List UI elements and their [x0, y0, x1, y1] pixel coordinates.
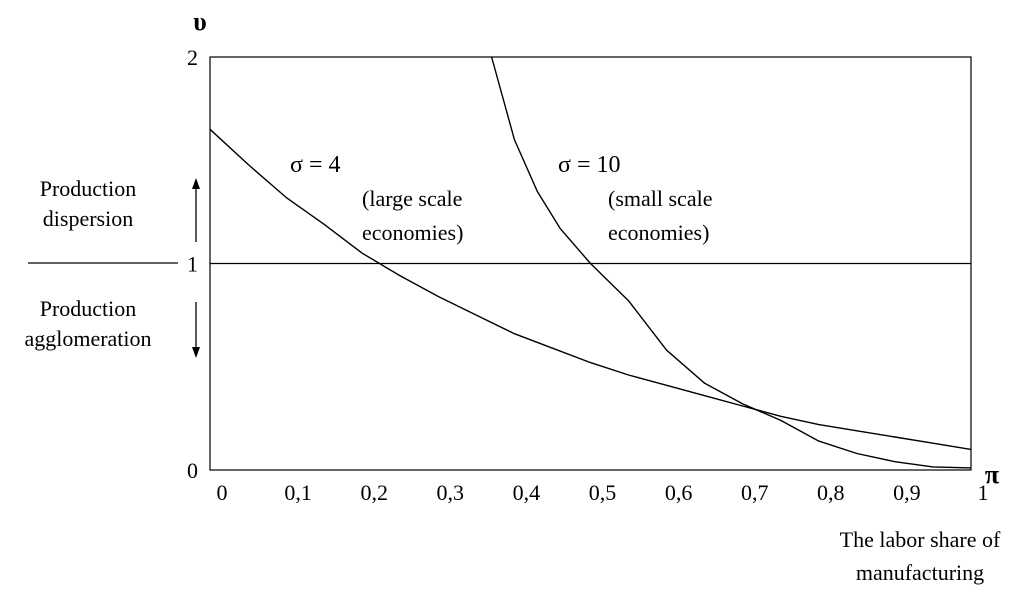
series-note-sigma4-line1: (large scale — [362, 186, 462, 211]
x-tick-label: 0,7 — [741, 480, 769, 505]
x-tick-label: 1 — [978, 480, 989, 505]
x-tick-label: 0,1 — [284, 480, 312, 505]
y-tick-label: 1 — [187, 252, 198, 277]
x-tick-label: 0,8 — [817, 480, 845, 505]
y-tick-labels: 0 1 2 — [187, 45, 198, 483]
series-lines — [209, 56, 972, 469]
series-line-sigma10 — [490, 56, 972, 469]
x-tick-label: 0 — [217, 480, 228, 505]
series-label-sigma4: σ = 4 — [290, 152, 340, 178]
series-line-sigma4 — [209, 128, 972, 451]
x-tick-label: 0,3 — [437, 480, 465, 505]
dispersion-label-line2: dispersion — [43, 206, 133, 231]
x-tick-label: 0,6 — [665, 480, 693, 505]
y-tick-label: 2 — [187, 45, 198, 70]
x-tick-label: 0,2 — [360, 480, 388, 505]
x-tick-label: 0,4 — [513, 480, 541, 505]
series-label-sigma10: σ = 10 — [558, 152, 620, 178]
series-note-sigma10-line2: economies) — [608, 220, 709, 245]
x-tick-labels: 0 0,1 0,2 0,3 0,4 0,5 0,6 0,7 0,8 0,9 1 — [217, 480, 989, 505]
y-axis-title: υ — [193, 7, 207, 36]
x-tick-label: 0,5 — [589, 480, 617, 505]
agglomeration-label-line2: agglomeration — [24, 326, 151, 351]
y-tick-label: 0 — [187, 458, 198, 483]
x-tick-label: 0,9 — [893, 480, 921, 505]
series-note-sigma10-line1: (small scale — [608, 186, 712, 211]
up-arrow-icon — [192, 178, 200, 242]
dispersion-label-line1: Production — [40, 176, 137, 201]
series-note-sigma4-line2: economies) — [362, 220, 463, 245]
agglomeration-label-line1: Production — [40, 296, 137, 321]
x-axis-title: π — [985, 460, 999, 489]
down-arrow-icon — [192, 302, 200, 358]
x-axis-note-line2: manufacturing — [856, 560, 984, 585]
x-axis-note-line1: The labor share of — [840, 527, 1001, 552]
